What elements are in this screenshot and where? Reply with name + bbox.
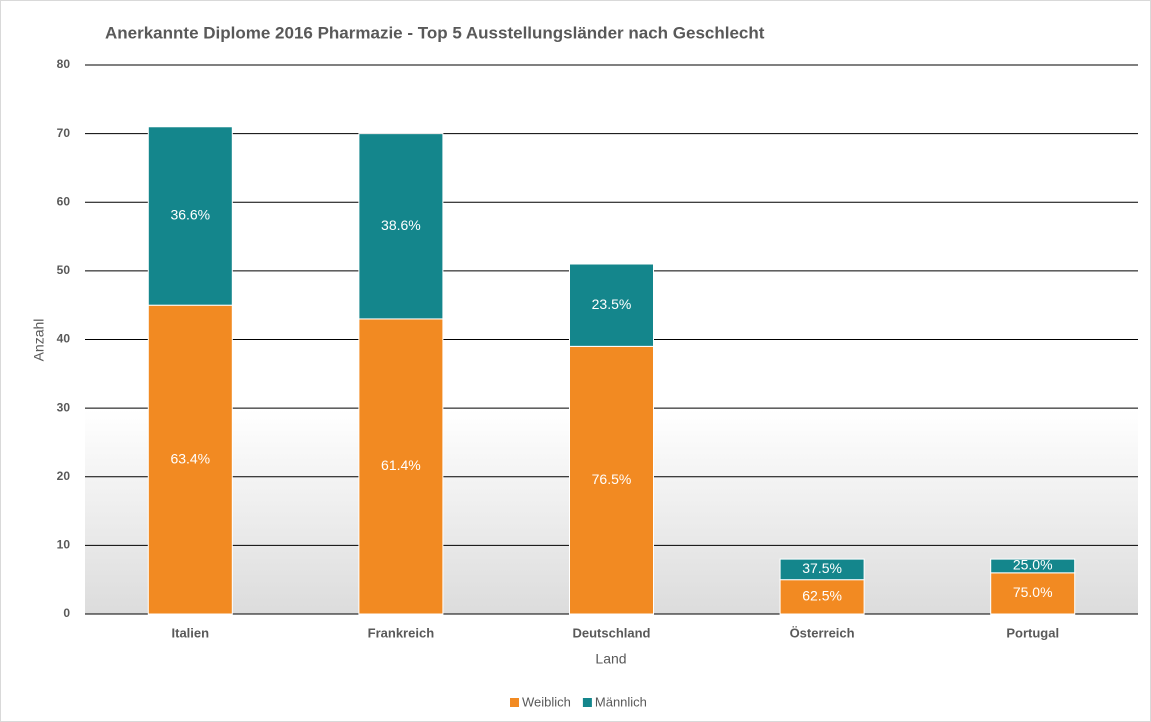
legend-swatch bbox=[582, 698, 592, 707]
x-tick-label: Frankreich bbox=[368, 625, 435, 640]
y-tick-label: 10 bbox=[57, 538, 71, 552]
x-tick-label: Italien bbox=[172, 625, 210, 640]
bar-segment bbox=[779, 558, 865, 581]
legend-label: Weiblich bbox=[522, 694, 571, 709]
y-tick-label: 70 bbox=[57, 126, 71, 140]
y-tick-label: 60 bbox=[57, 194, 71, 208]
share-label: 25.0% bbox=[1013, 557, 1053, 573]
y-tick-label: 20 bbox=[57, 469, 71, 483]
bar-segment bbox=[147, 304, 233, 615]
bar-segment bbox=[990, 572, 1076, 615]
bar-segment bbox=[779, 579, 865, 615]
bar-segment bbox=[147, 126, 233, 306]
y-axis-title: Anzahl bbox=[31, 319, 47, 362]
share-label: 61.4% bbox=[381, 457, 421, 473]
x-axis-title: Land bbox=[595, 651, 626, 667]
y-tick-label: 30 bbox=[57, 400, 71, 414]
x-tick-label: Österreich bbox=[790, 625, 855, 640]
x-tick-label: Portugal bbox=[1006, 625, 1059, 640]
y-tick-label: 0 bbox=[63, 606, 70, 620]
bar-segment bbox=[569, 345, 654, 615]
share-label: 75.0% bbox=[1013, 584, 1053, 600]
bar-segment bbox=[990, 558, 1076, 574]
legend-swatch bbox=[510, 698, 519, 707]
bar-segment bbox=[569, 263, 654, 347]
share-label: 62.5% bbox=[802, 588, 842, 604]
y-tick-label: 80 bbox=[57, 57, 71, 71]
share-label: 63.4% bbox=[170, 450, 210, 466]
y-tick-label: 40 bbox=[57, 332, 71, 346]
legend-label: Männlich bbox=[595, 694, 647, 709]
y-tick-label: 50 bbox=[57, 263, 71, 277]
chart-title: Anerkannte Diplome 2016 Pharmazie - Top … bbox=[105, 23, 765, 42]
share-label: 36.6% bbox=[170, 207, 210, 223]
share-label: 37.5% bbox=[802, 560, 842, 576]
x-tick-label: Deutschland bbox=[572, 625, 650, 640]
share-label: 23.5% bbox=[592, 296, 632, 312]
share-label: 76.5% bbox=[592, 471, 632, 487]
bar-segment bbox=[358, 133, 444, 320]
share-label: 38.6% bbox=[381, 217, 421, 233]
